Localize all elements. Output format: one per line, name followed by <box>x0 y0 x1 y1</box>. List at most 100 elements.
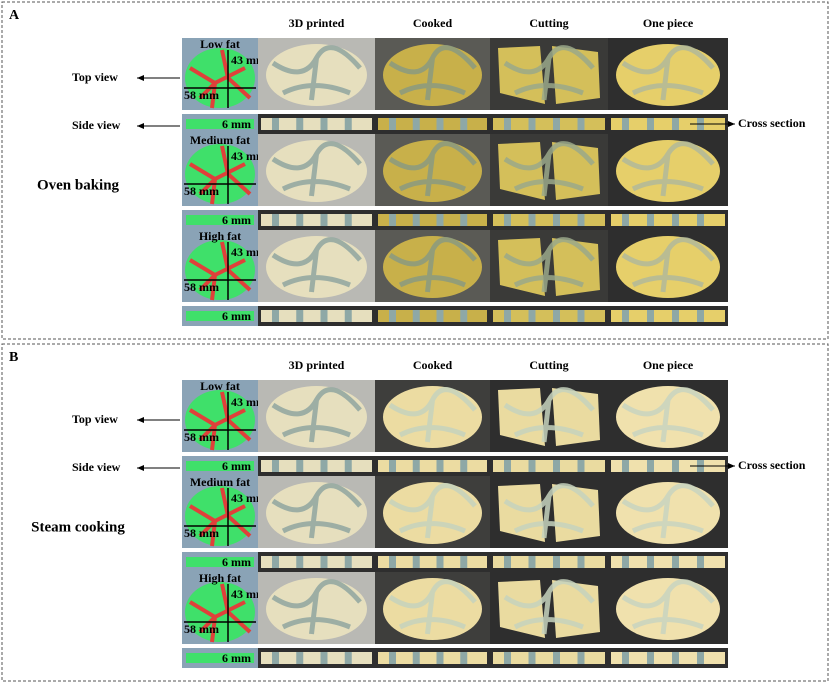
column-header: Cooked <box>413 358 453 372</box>
side-piece <box>611 214 725 226</box>
side-stripe <box>697 310 704 322</box>
side-piece <box>611 652 725 664</box>
photo-channels <box>271 387 362 443</box>
photo-channels <box>388 45 477 101</box>
side-piece <box>261 118 372 130</box>
side-stripe <box>697 556 704 568</box>
side-stripe <box>577 118 585 130</box>
model-side-shape <box>186 653 254 663</box>
dimension-height: 6 mm <box>222 555 251 569</box>
model-channels <box>188 145 252 205</box>
dimension-width: 58 mm <box>184 184 219 198</box>
fat-label: Low fat <box>200 37 240 51</box>
fat-label: Medium fat <box>190 475 250 489</box>
side-piece <box>378 556 487 568</box>
dimension-width: 58 mm <box>184 88 219 102</box>
column-header: 3D printed <box>289 16 345 30</box>
side-piece <box>261 652 372 664</box>
side-stripe <box>436 556 444 568</box>
side-stripe <box>504 118 511 130</box>
side-stripe <box>389 652 396 664</box>
side-stripe <box>296 214 304 226</box>
photo-channels <box>388 237 477 293</box>
panel-border <box>1 1 829 340</box>
side-stripe <box>460 214 468 226</box>
dimension-length: 43 mm <box>231 245 266 259</box>
side-stripe <box>672 652 679 664</box>
side-stripe <box>436 652 444 664</box>
side-view-label: Side view <box>72 460 121 474</box>
side-stripe <box>389 460 396 472</box>
photo-channels <box>388 579 477 635</box>
dimension-height: 6 mm <box>222 309 251 323</box>
side-piece <box>378 652 487 664</box>
side-piece <box>378 460 487 472</box>
model-side-shape <box>186 119 254 129</box>
side-stripe <box>344 118 352 130</box>
photo-channels <box>621 483 715 539</box>
side-stripe <box>296 310 304 322</box>
model-channels <box>188 241 252 301</box>
side-stripe <box>344 214 352 226</box>
dimension-height: 6 mm <box>222 117 251 131</box>
panel-label: A <box>9 8 20 23</box>
side-stripe <box>553 214 560 226</box>
model-side-shape <box>186 557 254 567</box>
method-label: Oven baking <box>37 177 120 193</box>
side-stripe <box>320 118 328 130</box>
side-stripe <box>436 460 444 472</box>
column-header: One piece <box>643 16 694 30</box>
side-piece <box>493 652 605 664</box>
side-stripe <box>272 556 279 568</box>
side-stripe <box>460 460 468 472</box>
side-stripe <box>460 118 468 130</box>
side-stripe <box>412 460 420 472</box>
side-stripe <box>389 214 396 226</box>
side-stripe <box>622 556 629 568</box>
side-stripe <box>504 214 511 226</box>
side-stripe <box>412 118 420 130</box>
side-stripe <box>622 652 629 664</box>
side-stripe <box>272 118 279 130</box>
photo-piece <box>498 580 545 638</box>
side-stripe <box>672 460 679 472</box>
side-stripe <box>389 556 396 568</box>
cross-section-label: Cross section <box>738 458 806 472</box>
model-side-shape <box>186 461 254 471</box>
side-stripe <box>622 310 629 322</box>
side-stripe <box>272 214 279 226</box>
dimension-height: 6 mm <box>222 213 251 227</box>
top-view-label: Top view <box>72 70 118 84</box>
side-stripe <box>528 556 536 568</box>
side-stripe <box>344 556 352 568</box>
side-stripe <box>553 118 560 130</box>
side-piece <box>493 310 605 322</box>
side-stripe <box>697 652 704 664</box>
dimension-width: 58 mm <box>184 280 219 294</box>
side-stripe <box>412 214 420 226</box>
top-view-label: Top view <box>72 412 118 426</box>
side-piece <box>261 214 372 226</box>
column-header: One piece <box>643 358 694 372</box>
side-stripe <box>272 310 279 322</box>
side-stripe <box>697 214 704 226</box>
side-stripe <box>553 310 560 322</box>
side-stripe <box>647 214 654 226</box>
photo-piece <box>498 388 545 446</box>
side-stripe <box>296 652 304 664</box>
side-stripe <box>622 118 629 130</box>
photo-channels <box>503 579 595 635</box>
side-piece <box>611 556 725 568</box>
side-stripe <box>389 310 396 322</box>
side-stripe <box>647 556 654 568</box>
side-stripe <box>528 118 536 130</box>
photo-channels <box>503 483 595 539</box>
side-stripe <box>272 652 279 664</box>
side-piece <box>378 310 487 322</box>
dimension-width: 58 mm <box>184 526 219 540</box>
side-stripe <box>553 460 560 472</box>
photo-channels <box>621 237 715 293</box>
fat-label: High fat <box>199 229 241 243</box>
dimension-length: 43 mm <box>231 149 266 163</box>
